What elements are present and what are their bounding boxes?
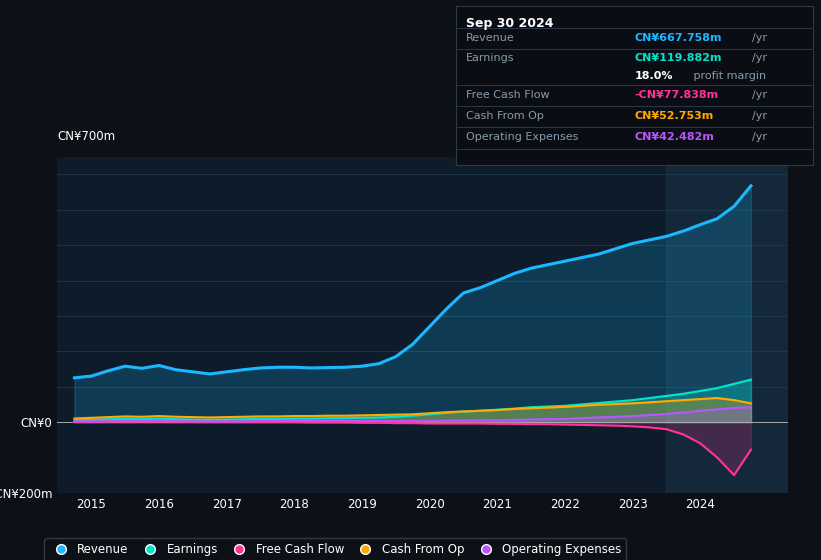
Text: Cash From Op: Cash From Op	[466, 111, 544, 121]
Text: -CN¥77.838m: -CN¥77.838m	[635, 90, 718, 100]
Text: /yr: /yr	[752, 132, 767, 142]
Text: Earnings: Earnings	[466, 54, 515, 63]
Text: CN¥42.482m: CN¥42.482m	[635, 132, 714, 142]
Text: /yr: /yr	[752, 111, 767, 121]
Text: 18.0%: 18.0%	[635, 71, 672, 81]
Bar	[667, 157, 788, 493]
Text: CN¥119.882m: CN¥119.882m	[635, 54, 722, 63]
Text: CN¥52.753m: CN¥52.753m	[635, 111, 713, 121]
Text: /yr: /yr	[752, 90, 767, 100]
Text: /yr: /yr	[752, 54, 767, 63]
Text: CN¥667.758m: CN¥667.758m	[635, 32, 722, 43]
Text: Revenue: Revenue	[466, 32, 515, 43]
Text: Free Cash Flow: Free Cash Flow	[466, 90, 550, 100]
Legend: Revenue, Earnings, Free Cash Flow, Cash From Op, Operating Expenses: Revenue, Earnings, Free Cash Flow, Cash …	[44, 538, 626, 560]
Text: Operating Expenses: Operating Expenses	[466, 132, 579, 142]
Text: profit margin: profit margin	[690, 71, 766, 81]
Text: CN¥700m: CN¥700m	[57, 130, 116, 143]
Text: Sep 30 2024: Sep 30 2024	[466, 17, 554, 30]
Text: /yr: /yr	[752, 32, 767, 43]
